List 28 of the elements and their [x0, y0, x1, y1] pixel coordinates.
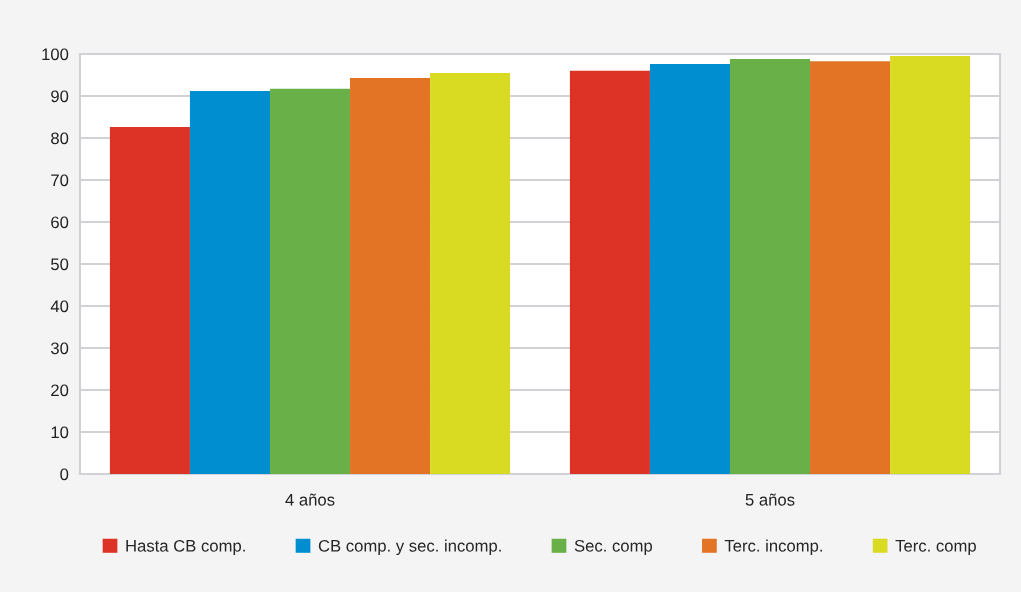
x-tick-label: 5 años: [745, 493, 795, 506]
y-tick-label: 60: [51, 216, 69, 229]
bar: [189, 90, 270, 474]
y-tick-label: 30: [50, 342, 69, 355]
bar: [430, 72, 511, 474]
y-tick-label: 100: [42, 48, 69, 61]
x-tick-label: 4 años: [285, 493, 335, 506]
legend-label: CB comp. y sec. incomp.: [318, 539, 501, 556]
legend-label: Terc. comp: [895, 540, 976, 556]
bar: [890, 56, 971, 474]
bar: [269, 88, 351, 474]
y-tick-label: 80: [51, 132, 69, 145]
y-tick-label: 40: [50, 300, 69, 313]
y-tick-label: 70: [51, 174, 69, 187]
y-tick-label: 90: [51, 90, 69, 103]
bar: [810, 61, 891, 474]
bar: [109, 127, 190, 474]
bar: [649, 64, 730, 474]
legend-label: Hasta CB comp.: [126, 539, 245, 556]
legend-label: Terc. incomp.: [724, 539, 822, 556]
y-tick-label: 20: [51, 384, 69, 397]
bar: [569, 70, 650, 474]
legend-label: Sec. comp: [574, 539, 653, 556]
bar: [350, 77, 431, 474]
bar: [729, 59, 811, 474]
y-tick-label: 10: [51, 426, 69, 439]
y-tick-label: 50: [51, 258, 69, 271]
y-tick-label: 0: [60, 468, 69, 481]
